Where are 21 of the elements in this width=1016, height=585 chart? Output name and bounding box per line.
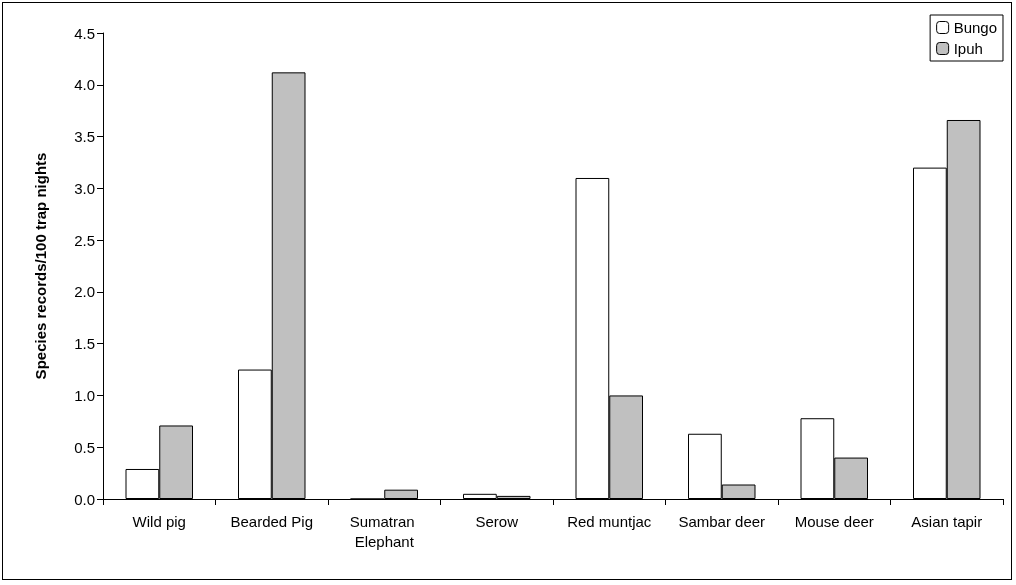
x-tick-label: Red muntjac	[567, 512, 652, 530]
x-tick-label: Wild pig	[132, 512, 186, 530]
y-axis-title: Species records/100 trap nights	[32, 152, 49, 380]
y-tick-label: 0.0	[74, 490, 95, 508]
y-tick-label: 4.5	[74, 24, 95, 42]
y-tick-label: 1.5	[74, 335, 95, 353]
y-tick-label: 3.0	[74, 179, 95, 197]
y-tick-label: 0.5	[74, 438, 95, 456]
x-tick-label: Bearded Pig	[230, 512, 314, 530]
y-tick-label: 2.0	[74, 283, 95, 301]
x-tick-label: Asian tapir	[911, 512, 983, 530]
x-tick-label: Serow	[475, 512, 519, 530]
x-tick-label: Sambar deer	[678, 512, 766, 530]
y-tick-label: 4.0	[74, 76, 95, 94]
y-tick-label: 3.5	[74, 128, 95, 146]
x-tick-label: Sumatran Elephant	[349, 512, 419, 550]
legend-label: Bungo	[953, 19, 997, 36]
y-tick-label: 1.0	[74, 386, 95, 404]
legend-label: Ipuh	[953, 40, 983, 57]
y-tick-label: 2.5	[74, 231, 95, 249]
x-tick-label: Mouse deer	[794, 512, 874, 530]
